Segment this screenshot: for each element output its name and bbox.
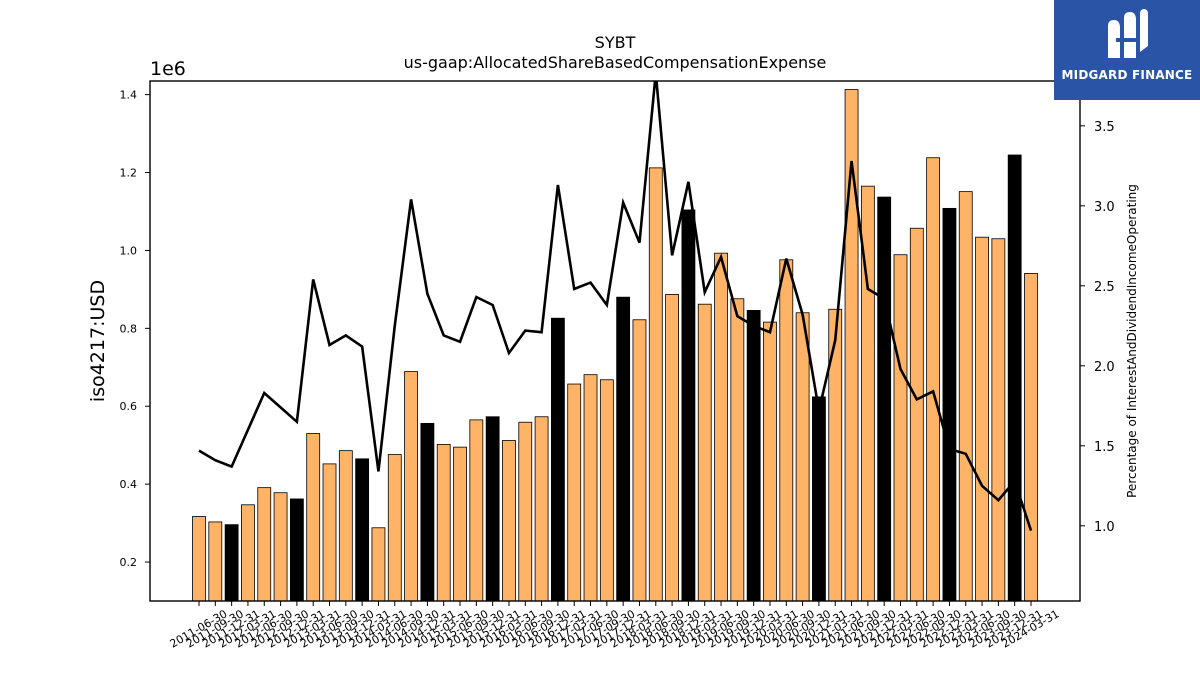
chart-title: SYBT <box>595 33 636 52</box>
bar-2023-12-31 <box>1007 154 1022 602</box>
bar-2023-09-30 <box>991 238 1006 602</box>
bar-2011-12-31 <box>224 524 239 602</box>
bar-2022-06-30 <box>909 227 924 602</box>
bar-2018-06-30 <box>648 167 663 602</box>
ytick-label: 1.2 <box>120 167 138 180</box>
ytick-label: 1.0 <box>120 244 138 257</box>
bar-2013-09-30 <box>338 450 353 602</box>
bar-2018-03-31 <box>632 319 647 602</box>
bar-2011-06-30 <box>192 516 206 602</box>
y2tick-label: 3.0 <box>1094 200 1115 215</box>
bar-2012-03-31 <box>241 504 255 602</box>
y-axis-label: iso4217:USD <box>87 280 109 402</box>
bar-2020-09-30 <box>795 312 810 602</box>
y-offset-label: 1e6 <box>150 58 186 80</box>
bar-2019-06-30 <box>714 252 728 602</box>
ratio-line <box>198 81 1033 532</box>
logo-mark-icon <box>1108 9 1148 58</box>
bar-2014-09-30 <box>404 371 418 602</box>
y2tick-label: 2.5 <box>1094 280 1115 295</box>
y-axis: 0.2 0.4 0.6 0.8 1.0 1.2 1.4 <box>120 89 150 569</box>
bar-2015-03-31 <box>436 444 451 602</box>
bar-2014-06-30 <box>387 454 402 602</box>
bar-2024-03-31 <box>1024 273 1038 602</box>
bar-2019-03-31 <box>697 303 712 602</box>
bar-2015-09-30 <box>469 419 484 602</box>
bars-layer <box>192 89 1038 602</box>
x-axis: 2011-06-302011-09-302011-12-312012-03-31… <box>168 601 1062 651</box>
bar-2012-06-30 <box>257 487 272 602</box>
bar-2016-12-31 <box>551 317 565 602</box>
bar-2020-06-30 <box>779 259 794 602</box>
bar-2017-09-30 <box>599 379 614 602</box>
bar-2012-12-31 <box>289 498 304 602</box>
y2tick-label: 2.0 <box>1094 360 1115 375</box>
bar-2021-03-31 <box>828 308 843 602</box>
y2tick-label: 3.5 <box>1094 120 1115 135</box>
bar-2014-03-31 <box>371 527 386 602</box>
plot-frame <box>149 80 1081 602</box>
ytick-label: 0.6 <box>120 400 138 413</box>
bar-2018-12-31 <box>681 209 696 602</box>
ytick-label: 0.4 <box>120 478 138 491</box>
bar-2014-12-31 <box>420 422 435 602</box>
bar-2011-09-30 <box>208 521 223 602</box>
bar-2022-09-30 <box>926 157 941 602</box>
logo: MIDGARD FINANCE <box>1054 0 1200 100</box>
bar-2020-12-31 <box>812 396 826 602</box>
bar-2017-03-31 <box>567 383 582 602</box>
bar-2023-06-30 <box>975 236 989 602</box>
bar-2022-12-31 <box>942 207 957 602</box>
bar-2015-12-31 <box>485 416 500 602</box>
y2-axis-label: Percentage of InterestAndDividendIncomeO… <box>1125 184 1139 498</box>
y2-axis: 1.0 1.5 2.0 2.5 3.0 3.5 <box>1080 120 1115 535</box>
bar-2016-09-30 <box>534 416 549 602</box>
bar-2013-06-30 <box>322 463 337 602</box>
bar-2016-03-31 <box>502 440 516 602</box>
ytick-label: 1.4 <box>120 89 138 102</box>
y2tick-label: 1.5 <box>1094 440 1115 455</box>
bar-2017-06-30 <box>583 374 598 602</box>
bar-2012-09-30 <box>273 492 288 602</box>
bar-2020-03-31 <box>763 321 777 602</box>
logo-text: MIDGARD FINANCE <box>1061 68 1193 82</box>
bar-2019-09-30 <box>730 298 745 602</box>
bar-2013-12-31 <box>355 458 370 602</box>
bar-2022-03-31 <box>893 254 908 602</box>
bar-2013-03-31 <box>306 433 321 602</box>
bar-2017-12-31 <box>616 296 631 602</box>
ytick-label: 0.2 <box>120 556 138 569</box>
ytick-label: 0.8 <box>120 322 138 335</box>
bar-2018-09-30 <box>665 294 679 602</box>
bar-2015-06-30 <box>453 446 467 602</box>
bar-2021-12-31 <box>877 196 892 602</box>
bar-2016-06-30 <box>518 421 533 602</box>
bar-2023-03-31 <box>958 191 973 602</box>
chart-subtitle: us-gaap:AllocatedShareBasedCompensationE… <box>404 53 827 72</box>
y2tick-label: 1.0 <box>1094 520 1115 535</box>
bar-2019-12-31 <box>746 310 761 602</box>
